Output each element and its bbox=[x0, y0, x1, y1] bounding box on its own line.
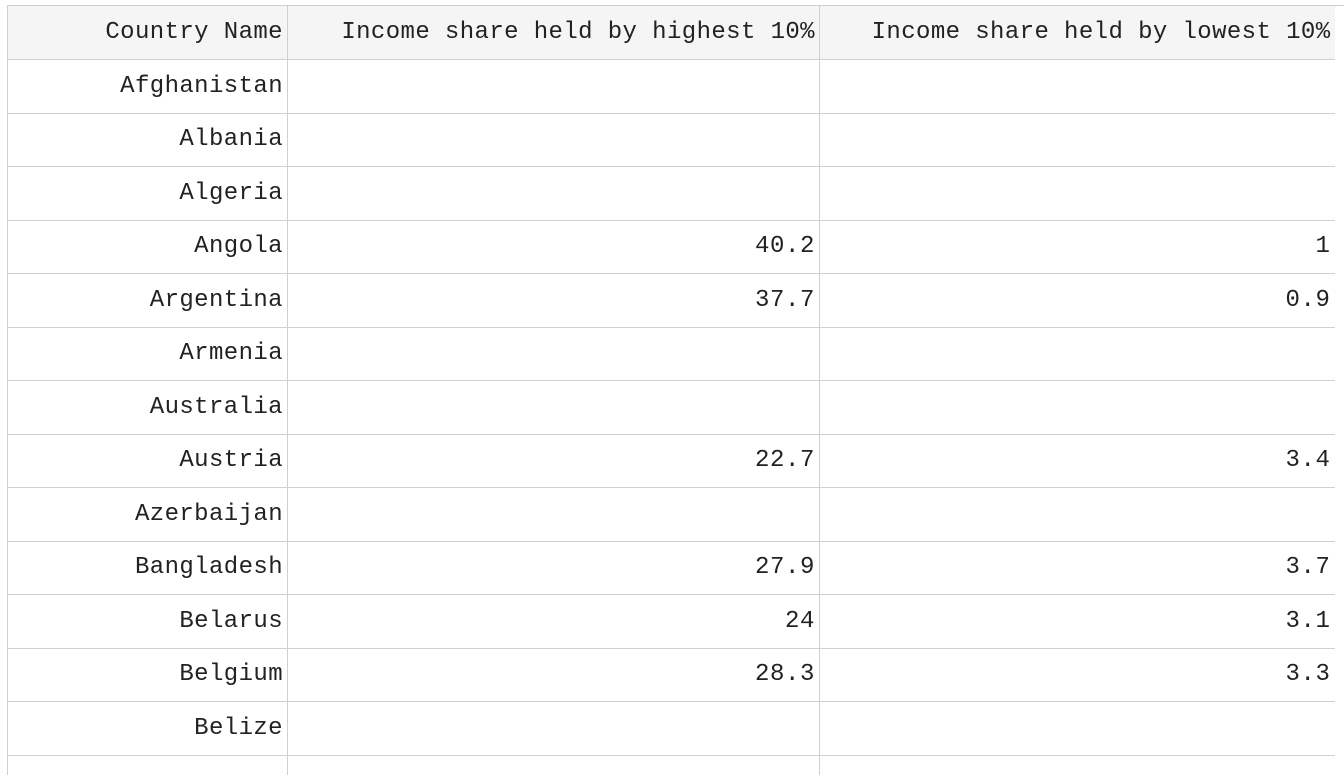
table-row[interactable]: Albania bbox=[7, 113, 1335, 167]
highest-10-cell: 24 bbox=[287, 594, 820, 649]
highest-10-cell: 40.2 bbox=[287, 220, 820, 274]
column-header-lowest-10[interactable]: Income share held by lowest 10% bbox=[819, 6, 1335, 60]
table-row[interactable]: Afghanistan bbox=[7, 59, 1335, 114]
table-row[interactable]: Armenia bbox=[7, 327, 1335, 381]
country-cell: Armenia bbox=[7, 327, 288, 381]
lowest-10-cell: 3.3 bbox=[819, 648, 1335, 702]
lowest-10-cell: 1 bbox=[819, 220, 1335, 274]
country-cell: Austria bbox=[7, 434, 288, 488]
table-row[interactable]: Belarus 24 3.1 bbox=[7, 594, 1335, 649]
highest-10-cell bbox=[287, 166, 820, 221]
lowest-10-cell bbox=[819, 755, 1335, 775]
lowest-10-cell: 3.1 bbox=[819, 594, 1335, 649]
highest-10-cell bbox=[287, 380, 820, 435]
table-row[interactable]: Bangladesh 27.9 3.7 bbox=[7, 541, 1335, 595]
table-row[interactable]: Azerbaijan bbox=[7, 487, 1335, 542]
country-cell: Belgium bbox=[7, 648, 288, 702]
income-share-table: Country Name Income share held by highes… bbox=[7, 6, 1335, 775]
highest-10-cell bbox=[287, 113, 820, 167]
lowest-10-cell bbox=[819, 327, 1335, 381]
highest-10-cell bbox=[287, 59, 820, 114]
highest-10-cell bbox=[287, 755, 820, 775]
lowest-10-cell bbox=[819, 59, 1335, 114]
lowest-10-cell bbox=[819, 166, 1335, 221]
country-cell: Argentina bbox=[7, 273, 288, 328]
highest-10-cell: 22.7 bbox=[287, 434, 820, 488]
lowest-10-cell: 3.7 bbox=[819, 541, 1335, 595]
column-header-country-name[interactable]: Country Name bbox=[7, 6, 288, 60]
highest-10-cell: 28.3 bbox=[287, 648, 820, 702]
country-cell: Australia bbox=[7, 380, 288, 435]
country-cell: Belize bbox=[7, 701, 288, 756]
country-cell: Afghanistan bbox=[7, 59, 288, 114]
country-cell bbox=[7, 755, 288, 775]
table-row[interactable]: Belize bbox=[7, 701, 1335, 756]
lowest-10-cell bbox=[819, 380, 1335, 435]
column-header-highest-10[interactable]: Income share held by highest 10% bbox=[287, 6, 820, 60]
lowest-10-cell bbox=[819, 113, 1335, 167]
country-cell: Azerbaijan bbox=[7, 487, 288, 542]
country-cell: Angola bbox=[7, 220, 288, 274]
table-row[interactable]: Algeria bbox=[7, 166, 1335, 221]
table-row[interactable] bbox=[7, 755, 1335, 775]
table-row[interactable]: Argentina 37.7 0.9 bbox=[7, 273, 1335, 328]
table-row[interactable]: Austria 22.7 3.4 bbox=[7, 434, 1335, 488]
table-row[interactable]: Belgium 28.3 3.3 bbox=[7, 648, 1335, 702]
lowest-10-cell bbox=[819, 701, 1335, 756]
highest-10-cell bbox=[287, 701, 820, 756]
country-cell: Algeria bbox=[7, 166, 288, 221]
highest-10-cell: 37.7 bbox=[287, 273, 820, 328]
table-row[interactable]: Australia bbox=[7, 380, 1335, 435]
country-cell: Bangladesh bbox=[7, 541, 288, 595]
lowest-10-cell: 0.9 bbox=[819, 273, 1335, 328]
highest-10-cell bbox=[287, 327, 820, 381]
country-cell: Albania bbox=[7, 113, 288, 167]
data-table-container: Country Name Income share held by highes… bbox=[7, 5, 1344, 775]
header-row: Country Name Income share held by highes… bbox=[7, 6, 1335, 60]
highest-10-cell: 27.9 bbox=[287, 541, 820, 595]
lowest-10-cell: 3.4 bbox=[819, 434, 1335, 488]
country-cell: Belarus bbox=[7, 594, 288, 649]
table-row[interactable]: Angola 40.2 1 bbox=[7, 220, 1335, 274]
highest-10-cell bbox=[287, 487, 820, 542]
lowest-10-cell bbox=[819, 487, 1335, 542]
